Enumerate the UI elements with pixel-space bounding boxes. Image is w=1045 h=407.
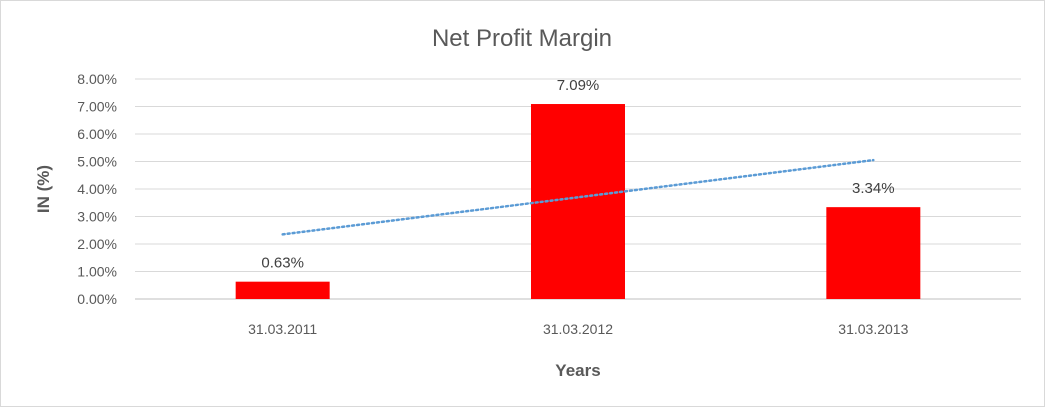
y-axis-ticks: 0.00% 1.00% 2.00% 3.00% 4.00% 5.00% 6.00% 7.00%… bbox=[77, 71, 117, 307]
y-tick-label: 3.00% bbox=[77, 209, 117, 225]
y-tick-label: 2.00% bbox=[77, 236, 117, 252]
x-tick-label: 31.03.2013 bbox=[838, 321, 908, 337]
bar bbox=[235, 281, 330, 299]
data-label: 0.63% bbox=[261, 255, 304, 272]
bars bbox=[235, 104, 921, 300]
y-axis-title: IN (%) bbox=[34, 165, 53, 213]
x-tick-label: 31.03.2012 bbox=[543, 321, 613, 337]
x-axis-ticks: 31.03.2011 31.03.2012 31.03.2013 bbox=[248, 321, 908, 337]
x-axis-title: Years bbox=[555, 361, 600, 380]
data-label: 7.09% bbox=[557, 77, 600, 94]
y-tick-label: 1.00% bbox=[77, 264, 117, 280]
y-tick-label: 4.00% bbox=[77, 181, 117, 197]
y-tick-label: 7.00% bbox=[77, 99, 117, 115]
data-label: 3.34% bbox=[852, 180, 895, 197]
trendline bbox=[281, 158, 875, 236]
trendline-line bbox=[281, 158, 875, 236]
chart-title: Net Profit Margin bbox=[432, 25, 612, 52]
y-tick-label: 6.00% bbox=[77, 126, 117, 142]
y-tick-label: 0.00% bbox=[77, 291, 117, 307]
x-tick-label: 31.03.2011 bbox=[248, 321, 317, 337]
data-labels: 0.63% 7.09% 3.34% bbox=[261, 77, 894, 272]
y-tick-label: 5.00% bbox=[77, 154, 117, 170]
bar bbox=[826, 207, 921, 299]
y-tick-label: 8.00% bbox=[77, 71, 117, 87]
